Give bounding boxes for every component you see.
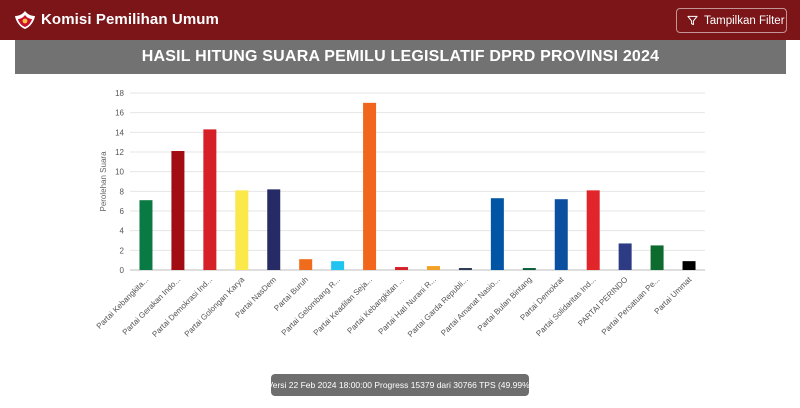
chart-bar [554,199,568,270]
chart-bar [426,266,440,270]
chart-bar [522,268,536,270]
chart-bar [235,190,249,270]
y-tick-label: 16 [115,109,124,118]
x-tick-label: Partai Kebangkitan ... [345,275,405,335]
chart-bar [171,151,185,270]
x-tick-label: Partai Keadilan Seja... [312,275,374,337]
chart-bar [682,261,696,270]
chart-bar [267,189,281,270]
chart-bar [458,268,472,270]
x-tick-label: Partai Persatuan Pe... [600,275,662,337]
top-navbar: Komisi Pemilihan Umum Tampilkan Filter [0,0,800,40]
x-tick-label: Partai Gerakan Indo... [121,275,183,337]
x-tick-label: Partai Bulan Bintang [476,275,534,333]
show-filter-button[interactable]: Tampilkan Filter [676,8,787,33]
vote-count-chart: 0 2 4 6 8 10 12 14 16 18 Perolehan Suara Partai Keb… [0,74,800,374]
y-tick-label: 0 [120,266,125,275]
y-tick-label: 8 [120,187,125,196]
x-tick-label: Partai Hati Nurani R... [377,275,438,336]
chart-bar [203,129,217,270]
kpu-logo-icon[interactable] [14,10,36,30]
chart-bar [299,259,313,270]
page-title: HASIL HITUNG SUARA PEMILU LEGISLATIF DPR… [15,40,786,74]
chart-bar [618,243,632,270]
x-tick-label: Partai Solidaritas Ind... [534,275,597,338]
y-tick-label: 4 [120,227,125,236]
chart-bar [139,200,153,270]
filter-icon [687,15,698,26]
x-tick-label: Partai Demokrasi Ind... [150,275,214,339]
y-tick-label: 10 [115,168,124,177]
show-filter-label: Tampilkan Filter [704,14,785,27]
y-tick-label: 12 [115,148,124,157]
chart-bar [490,198,504,270]
y-axis-label: Perolehan Suara [99,151,108,212]
x-tick-label: Partai Golongan Karya [183,275,247,339]
y-tick-label: 2 [120,246,125,255]
progress-status-badge: Versi 22 Feb 2024 18:00:00 Progress 1537… [268,374,532,396]
chart-bar [586,190,600,270]
x-tick-label: Partai Garda Republi... [406,275,470,339]
chart-bar [395,267,409,270]
x-tick-label: Partai Kebangkita... [95,275,151,331]
y-tick-label: 6 [120,207,125,216]
chart-bar [363,102,377,270]
bar-chart-svg: 0 2 4 6 8 10 12 14 16 18 Perolehan Suara Partai Keb… [95,89,705,339]
x-tick-label: Partai Amanat Nasio... [439,275,502,338]
x-tick-label: Partai Gelombang R... [280,275,342,337]
y-tick-label: 18 [115,89,124,98]
app-title[interactable]: Komisi Pemilihan Umum [41,11,219,28]
y-tick-label: 14 [115,128,124,137]
chart-bar [650,245,664,270]
chart-bar [331,261,345,270]
